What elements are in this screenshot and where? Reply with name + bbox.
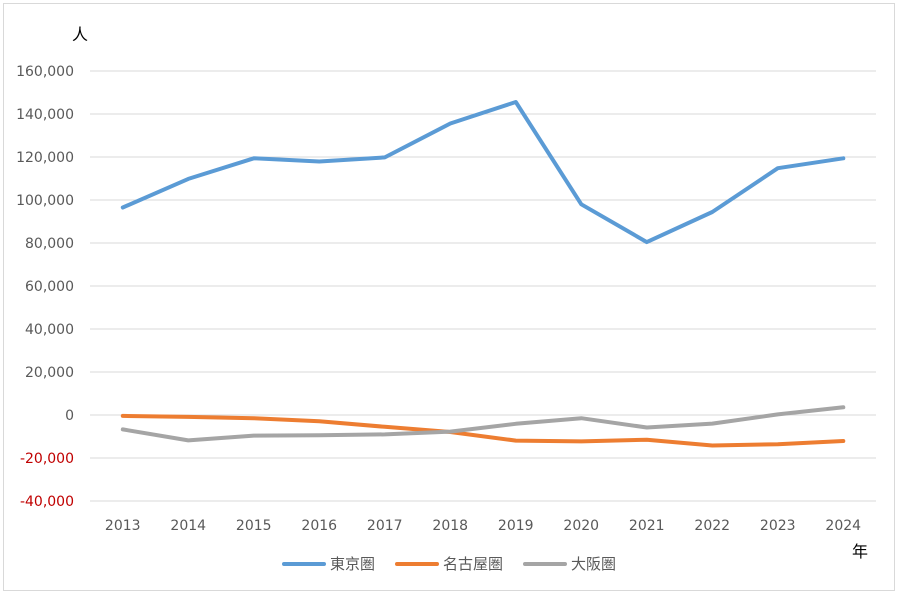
y-tick-label: 60,000	[25, 279, 74, 295]
x-tick-label: 2013	[105, 518, 141, 534]
series-line	[120, 100, 846, 245]
y-tick-label: 0	[65, 408, 74, 424]
x-tick-label: 2014	[170, 518, 206, 534]
x-tick-label: 2016	[301, 518, 337, 534]
y-tick-label: 120,000	[16, 150, 74, 166]
legend-label: 大阪圏	[571, 555, 616, 573]
y-tick-label: -20,000	[20, 451, 74, 467]
y-tick-label: 100,000	[16, 193, 74, 209]
y-tick-label: 40,000	[25, 322, 74, 338]
y-axis-unit-label: 人	[72, 25, 88, 44]
chart-frame	[3, 3, 895, 591]
y-tick-label: 140,000	[16, 107, 74, 123]
y-tick-label: -40,000	[20, 494, 74, 510]
y-axis: -40,000 -20,000 0 20,000 40,000 60,000 80,000 1…	[16, 64, 74, 510]
legend-label: 東京圏	[330, 555, 375, 573]
series-line	[120, 405, 846, 443]
series-lines	[120, 100, 846, 448]
series-line	[120, 413, 846, 448]
x-tick-label: 2024	[825, 518, 861, 534]
legend: 東京圏 名古屋圏 大阪圏	[282, 555, 616, 573]
y-tick-label: 80,000	[25, 236, 74, 252]
x-tick-label: 2019	[498, 518, 534, 534]
legend-label: 名古屋圏	[443, 555, 503, 573]
x-tick-label: 2022	[694, 518, 730, 534]
x-axis: 2013 2014 2015 2016 2017 2018 2019 2020 2021 2022…	[105, 518, 861, 534]
y-tick-label: 160,000	[16, 64, 74, 80]
x-axis-unit-label: 年	[852, 542, 868, 561]
x-tick-label: 2018	[432, 518, 468, 534]
y-tick-label: 20,000	[25, 365, 74, 381]
x-tick-label: 2015	[236, 518, 272, 534]
x-tick-label: 2021	[629, 518, 665, 534]
x-tick-label: 2020	[563, 518, 599, 534]
x-tick-label: 2017	[367, 518, 403, 534]
x-tick-label: 2023	[760, 518, 796, 534]
